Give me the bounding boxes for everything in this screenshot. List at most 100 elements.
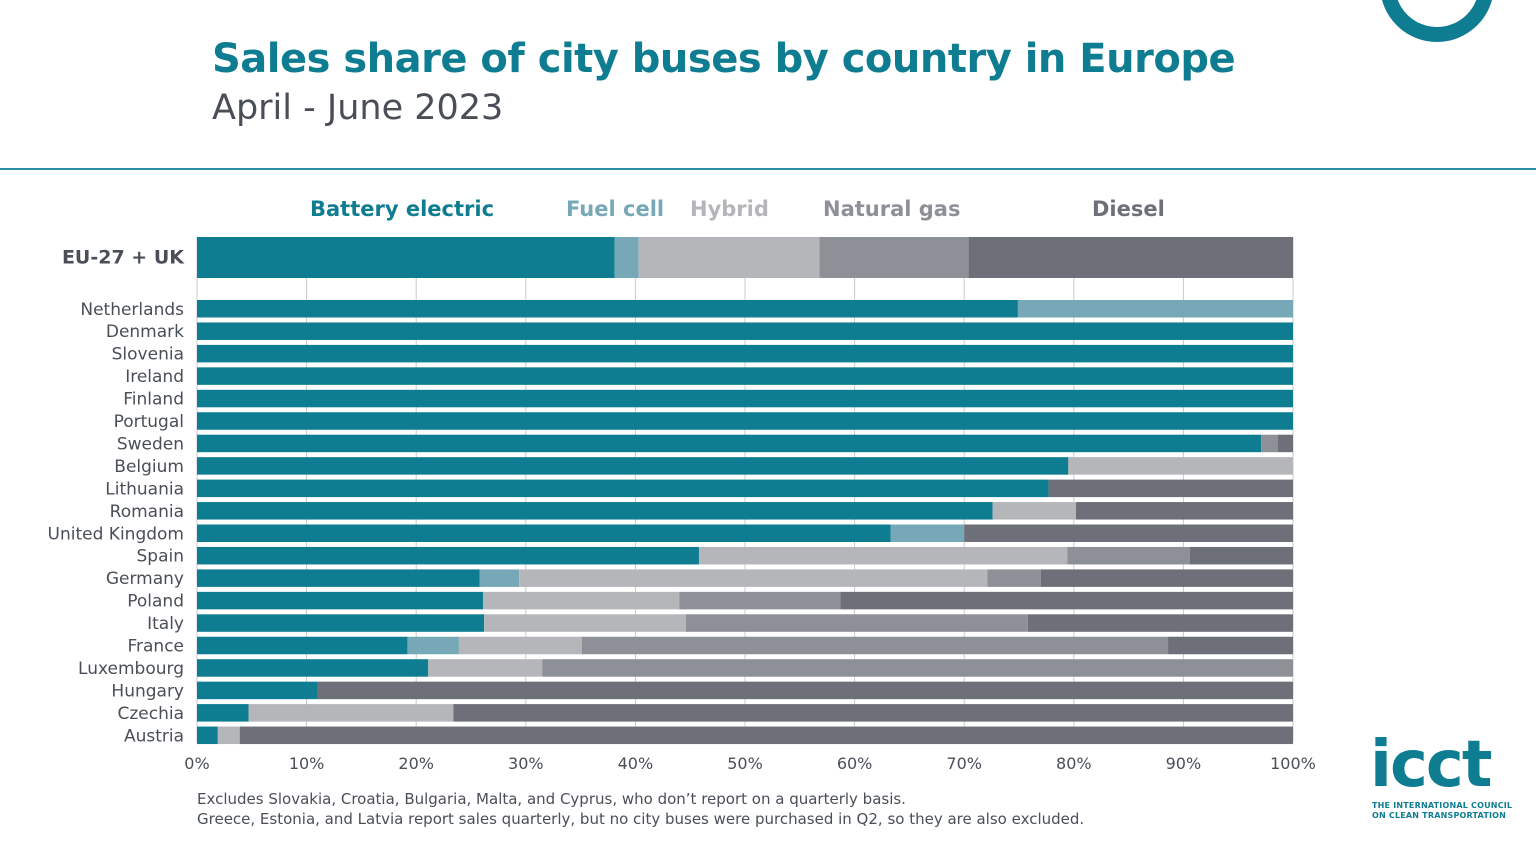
bar-germany-fuel-cell <box>479 569 520 587</box>
legend-fuel-cell: Fuel cell <box>566 197 664 221</box>
bar-czechia-diesel <box>453 704 1293 722</box>
bar-united-kingdom-fuel-cell <box>890 524 965 542</box>
bar-portugal-battery-electric <box>197 412 1293 430</box>
bar-romania-diesel <box>1075 502 1293 520</box>
bar-france-diesel <box>1168 636 1293 655</box>
bar-austria-diesel <box>239 726 1293 745</box>
bar-eu-27-uk-hybrid <box>638 237 820 278</box>
bar-luxembourg-battery-electric <box>197 659 429 677</box>
bar-sweden-diesel <box>1277 434 1293 453</box>
footnote-exclusions: Excludes Slovakia, Croatia, Bulgaria, Ma… <box>197 790 906 808</box>
bar-germany-diesel <box>1040 569 1293 587</box>
bar-czechia-hybrid <box>248 704 454 722</box>
bar-france-natural-gas <box>581 636 1169 655</box>
bar-belgium-hybrid <box>1068 457 1293 475</box>
x-tick-label: 40% <box>618 754 654 773</box>
x-tick-label: 60% <box>837 754 873 773</box>
bar-czechia-battery-electric <box>197 704 249 722</box>
bar-france-hybrid <box>458 636 582 655</box>
bar-finland-battery-electric <box>197 389 1293 408</box>
bar-italy-diesel <box>1027 614 1293 632</box>
bar-hungary-diesel <box>317 681 1293 700</box>
legend-hybrid: Hybrid <box>690 197 769 221</box>
legend-battery-electric: Battery electric <box>310 197 494 221</box>
bar-italy-hybrid <box>484 614 686 632</box>
category-label: Lithuania <box>105 479 184 499</box>
category-label: Denmark <box>106 322 184 342</box>
bar-eu-27-uk-natural-gas <box>819 237 969 278</box>
chart-subtitle: April - June 2023 <box>212 88 504 128</box>
bar-poland-natural-gas <box>679 591 841 610</box>
category-label: Luxembourg <box>78 659 184 679</box>
bar-netherlands-fuel-cell <box>1017 300 1293 318</box>
category-label: France <box>127 637 184 657</box>
bar-luxembourg-hybrid <box>428 659 543 677</box>
category-label: Austria <box>124 726 184 746</box>
x-tick-label: 70% <box>946 754 982 773</box>
bar-germany-hybrid <box>519 569 988 587</box>
x-tick-label: 10% <box>289 754 325 773</box>
bar-spain-battery-electric <box>197 546 699 565</box>
footnote-no-purchases: Greece, Estonia, and Latvia report sales… <box>197 810 1085 828</box>
bar-belgium-battery-electric <box>197 457 1069 475</box>
bar-lithuania-diesel <box>1048 479 1293 498</box>
x-tick-label: 90% <box>1166 754 1202 773</box>
bar-poland-hybrid <box>483 591 680 610</box>
category-label: Sweden <box>117 434 184 454</box>
x-tick-label: 0% <box>184 754 209 773</box>
bar-spain-hybrid <box>698 546 1068 565</box>
bar-germany-battery-electric <box>197 569 480 587</box>
bar-denmark-battery-electric <box>197 322 1293 340</box>
bar-united-kingdom-diesel <box>964 524 1293 542</box>
bar-ireland-battery-electric <box>197 367 1293 385</box>
legend-diesel: Diesel <box>1092 197 1165 221</box>
category-label: Germany <box>106 569 184 589</box>
bar-sweden-natural-gas <box>1261 434 1278 453</box>
category-label: Spain <box>137 547 185 567</box>
bar-france-fuel-cell <box>407 636 459 655</box>
bar-poland-battery-electric <box>197 591 484 610</box>
bar-germany-natural-gas <box>987 569 1041 587</box>
bar-italy-natural-gas <box>685 614 1028 632</box>
x-tick-label: 30% <box>508 754 544 773</box>
icct-logo: icct <box>1370 728 1492 802</box>
bar-france-battery-electric <box>197 636 408 655</box>
x-tick-label: 50% <box>727 754 763 773</box>
bar-eu-27-uk-battery-electric <box>197 237 615 278</box>
category-label: Ireland <box>125 367 184 387</box>
bar-romania-battery-electric <box>197 502 993 520</box>
bar-lithuania-battery-electric <box>197 479 1049 498</box>
bar-spain-diesel <box>1189 546 1293 565</box>
bar-austria-battery-electric <box>197 726 218 745</box>
category-label: Italy <box>147 614 184 634</box>
bar-poland-diesel <box>840 591 1293 610</box>
category-label: Poland <box>127 592 184 612</box>
bar-luxembourg-natural-gas <box>542 659 1293 677</box>
category-label: Slovenia <box>112 345 184 365</box>
bar-sweden-battery-electric <box>197 434 1262 453</box>
bar-hungary-battery-electric <box>197 681 318 700</box>
category-label: Belgium <box>114 457 184 477</box>
category-label: EU-27 + UK <box>62 247 185 269</box>
category-label: Netherlands <box>80 300 184 320</box>
bar-netherlands-battery-electric <box>197 300 1018 318</box>
x-tick-label: 20% <box>398 754 434 773</box>
category-label: United Kingdom <box>48 524 184 544</box>
bar-romania-hybrid <box>992 502 1076 520</box>
icct-logo-line2: ON CLEAN TRANSPORTATION <box>1372 811 1507 820</box>
category-label: Portugal <box>114 412 184 432</box>
x-tick-label: 100% <box>1270 754 1316 773</box>
brand-ring-graphic <box>1380 0 1494 42</box>
category-label: Romania <box>110 502 184 522</box>
category-label: Czechia <box>117 704 184 724</box>
bar-eu-27-uk-diesel <box>968 237 1293 278</box>
icct-logo-line1: THE INTERNATIONAL COUNCIL <box>1372 801 1513 810</box>
legend-natural-gas: Natural gas <box>823 197 960 221</box>
header-divider <box>0 168 1536 170</box>
bar-slovenia-battery-electric <box>197 344 1293 363</box>
bar-spain-natural-gas <box>1067 546 1190 565</box>
bar-italy-battery-electric <box>197 614 485 632</box>
x-tick-label: 80% <box>1056 754 1092 773</box>
category-label: Finland <box>123 390 184 410</box>
